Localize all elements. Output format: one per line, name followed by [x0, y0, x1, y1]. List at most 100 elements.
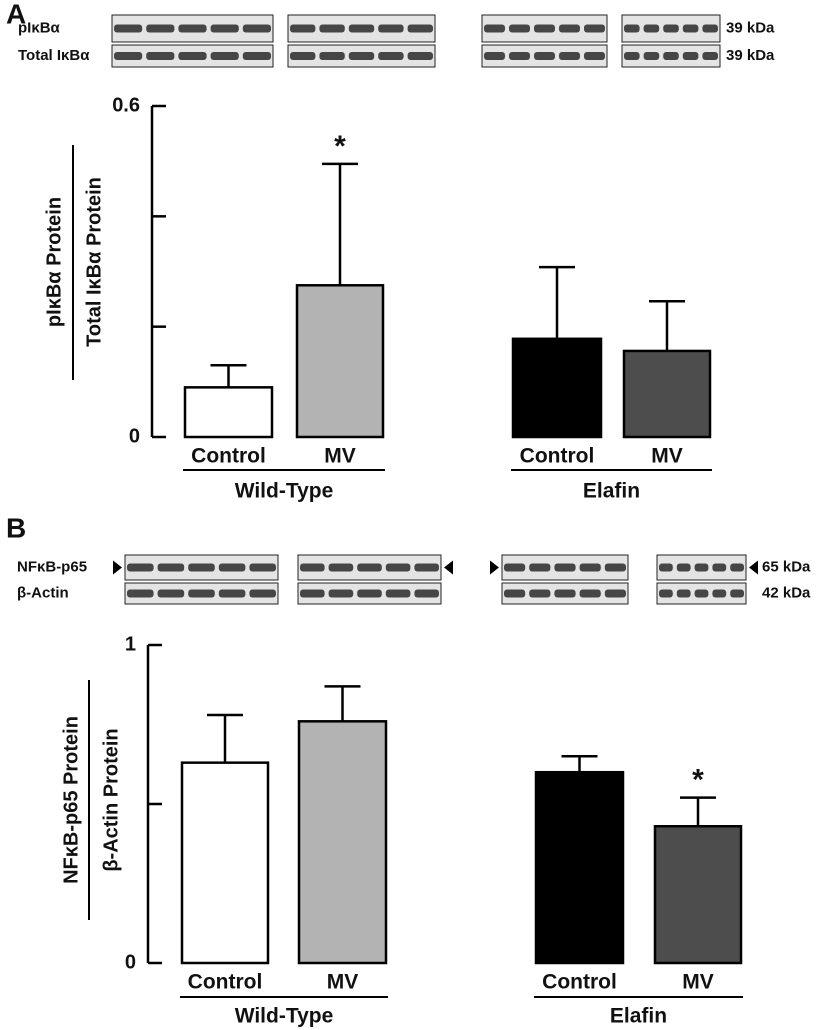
blot-band — [504, 589, 526, 598]
blot-band — [643, 52, 660, 60]
blot-band — [529, 589, 551, 598]
panel-label: A — [6, 0, 26, 29]
blot-band — [157, 589, 185, 598]
blot-band — [300, 563, 325, 572]
blot-band — [290, 52, 316, 60]
blot-band — [529, 563, 551, 572]
blot-band — [114, 52, 143, 60]
blot-band — [357, 589, 382, 598]
blot-band — [730, 589, 744, 598]
blot-band — [378, 24, 404, 33]
blot-band — [579, 589, 601, 598]
bar — [295, 284, 385, 439]
blot-size: 65 kDa — [762, 558, 811, 575]
x-tick-label: MV — [682, 971, 714, 994]
blot-arrow — [490, 560, 499, 575]
blot-band — [484, 52, 505, 60]
blot-label: pIκBα — [18, 19, 61, 36]
blot-band — [534, 52, 555, 60]
blot-arrow — [444, 560, 453, 575]
blot-band — [328, 589, 354, 598]
blot-band — [319, 24, 345, 33]
blot-size: 42 kDa — [762, 584, 811, 601]
blot-band — [357, 563, 382, 572]
bar — [180, 761, 270, 965]
blot-band — [300, 589, 325, 598]
blot-band — [579, 563, 601, 572]
blot-band — [694, 589, 709, 598]
blot-band — [378, 52, 404, 60]
blot-label: β-Actin — [17, 584, 69, 601]
blot-band — [509, 24, 530, 33]
blot-band — [643, 24, 660, 33]
blot-band — [127, 589, 154, 598]
blot-band — [242, 52, 271, 60]
y-label-numerator: NFκB-p65 Protein — [60, 716, 82, 884]
blot-band — [712, 563, 727, 572]
blot-band — [604, 563, 626, 572]
significance-mark: * — [692, 764, 704, 797]
blot-band — [319, 52, 345, 60]
blot-band — [414, 589, 439, 598]
y-label-denominator: Total IκBα Protein — [83, 177, 105, 347]
blot-band — [604, 589, 626, 598]
blot-band — [676, 563, 691, 572]
blot-band — [559, 24, 580, 33]
blot-band — [659, 589, 673, 598]
significance-mark: * — [334, 130, 346, 163]
blot-arrow — [749, 560, 758, 575]
blot-band — [242, 24, 271, 33]
blot-band — [624, 24, 640, 33]
blot-band — [534, 24, 555, 33]
blot-band — [146, 52, 175, 60]
blot-band — [554, 589, 576, 598]
blot-band — [712, 589, 727, 598]
blot-band — [584, 52, 605, 60]
y-tick-label: 1 — [125, 633, 136, 655]
blot-band — [348, 52, 375, 60]
blot-band — [188, 589, 215, 598]
blot-size: 39 kDa — [726, 47, 775, 64]
group-label: Elafin — [583, 480, 640, 503]
blot-band — [146, 24, 175, 33]
x-tick-label: Control — [520, 445, 595, 468]
x-tick-label: MV — [327, 971, 359, 994]
blot-band — [249, 589, 276, 598]
blot-band — [682, 24, 699, 33]
bar — [511, 337, 603, 439]
blot-band — [694, 563, 709, 572]
blot-band — [624, 52, 640, 60]
x-tick-label: MV — [324, 445, 356, 468]
blot-band — [504, 563, 526, 572]
blot-band — [218, 563, 246, 572]
x-tick-label: Control — [188, 971, 263, 994]
bar — [653, 825, 743, 965]
blot-band — [682, 52, 699, 60]
bar — [622, 349, 712, 439]
y-tick-label: 0 — [125, 951, 136, 973]
blot-band — [509, 52, 530, 60]
blot-band — [178, 52, 207, 60]
panel-label: B — [6, 512, 26, 543]
blot-label: Total IκBα — [18, 47, 90, 64]
blot-band — [385, 563, 411, 572]
group-label: Wild-Type — [235, 480, 334, 503]
blot-band — [178, 24, 207, 33]
blot-band — [157, 563, 185, 572]
blot-size: 39 kDa — [726, 19, 775, 36]
blot-band — [385, 589, 411, 598]
y-tick-label: 0 — [129, 425, 140, 447]
blot-band — [210, 52, 239, 60]
blot-band — [328, 563, 354, 572]
blot-band — [414, 563, 439, 572]
blot-band — [554, 563, 576, 572]
blot-arrow — [113, 560, 122, 575]
group-label: Wild-Type — [235, 1005, 334, 1028]
y-label-denominator: β-Actin Protein — [100, 728, 122, 871]
y-label-numerator: pIκBα Protein — [43, 197, 65, 327]
blot-band — [730, 563, 744, 572]
blot-band — [659, 563, 673, 572]
blot-band — [663, 52, 679, 60]
group-label: Elafin — [610, 1005, 667, 1028]
